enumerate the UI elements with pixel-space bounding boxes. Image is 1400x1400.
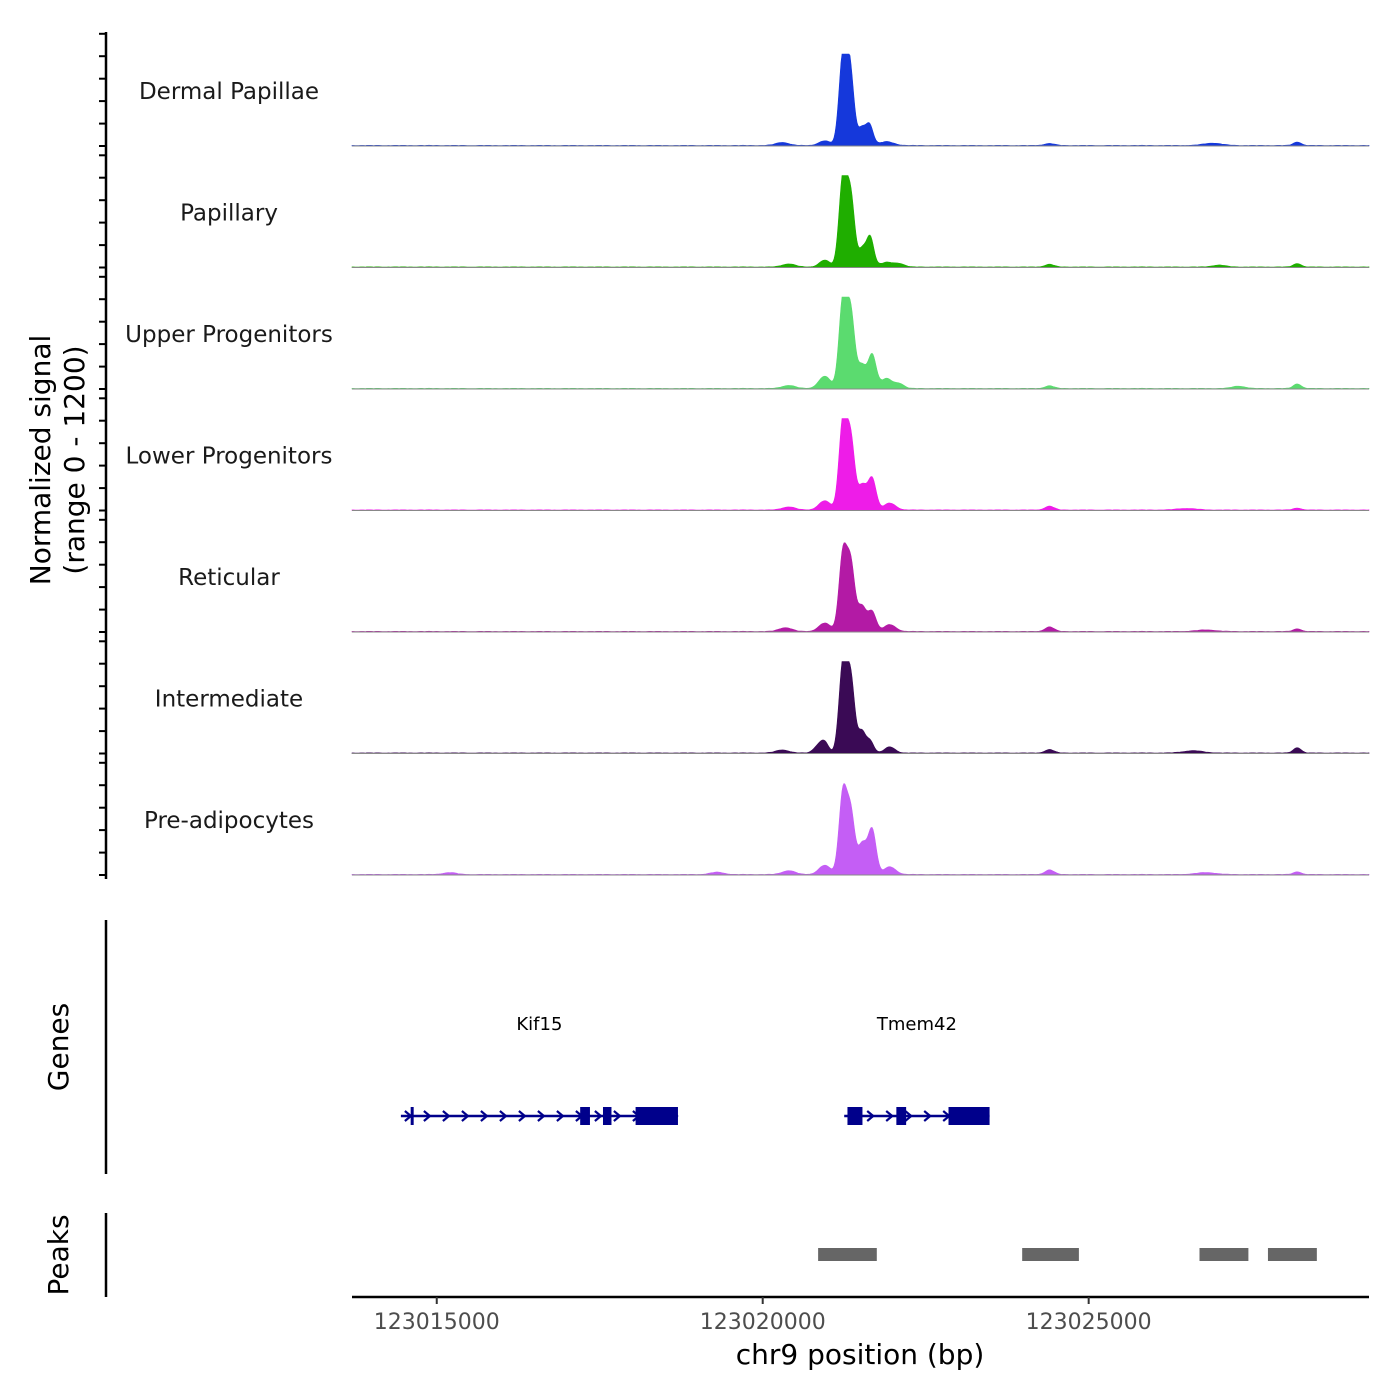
genes-panel-label: Genes [42,1003,75,1091]
track-3: Upper Progenitors [125,296,1370,390]
peak-interval [818,1248,877,1261]
track-label: Reticular [178,565,280,591]
gene-exon [635,1107,678,1125]
gene-exon [896,1107,907,1125]
peak-interval [1022,1248,1079,1261]
track-label: Papillary [180,201,278,227]
track-5: Reticular [178,542,1370,633]
y-axis-label-line1: Normalized signal [24,335,57,586]
strand-arrow [442,1110,451,1122]
x-axis-label: chr9 position (bp) [736,1338,985,1371]
signal-area [351,542,1370,633]
signal-area [351,175,1370,268]
strand-arrow [499,1110,508,1122]
strand-arrow [923,1110,932,1122]
track-2: Papillary [180,175,1370,268]
genes-panel: Kif15 Tmem42 [400,1014,990,1125]
x-axis-ticks: 123015000 123020000 123025000 [374,1297,1152,1335]
gene-exon [602,1107,612,1125]
signal-area [351,661,1370,754]
gene-exon [580,1107,590,1125]
strand-arrow [518,1110,527,1122]
gene-exon [847,1107,863,1125]
strand-arrow [866,1110,875,1122]
strand-arrow [556,1110,565,1122]
y-axis-label-line2: (range 0 - 1200) [58,345,91,574]
strand-arrow [461,1110,470,1122]
gene-exon [410,1107,414,1125]
gene-label: Kif15 [516,1014,562,1035]
strand-arrow [613,1110,622,1122]
strand-arrow [480,1110,489,1122]
signal-y-axis [99,32,108,879]
track-7: Pre-adipocytes [144,782,1370,876]
strand-arrow [423,1110,432,1122]
track-label: Dermal Papillae [139,79,319,105]
track-4: Lower Progenitors [126,418,1370,511]
signal-area [351,418,1370,511]
gene-kif15: Kif15 [400,1014,679,1125]
track-1: Dermal Papillae [139,53,1370,147]
signal-area [351,53,1370,147]
peak-interval [1267,1248,1317,1261]
gene-tmem42: Tmem42 [844,1014,990,1125]
strand-arrow [904,1110,913,1122]
track-label: Upper Progenitors [125,322,333,348]
signal-area [351,296,1370,390]
x-tick-label: 123020000 [700,1310,826,1335]
strand-arrow [537,1110,546,1122]
track-6: Intermediate [155,661,1370,754]
x-tick-label: 123025000 [1026,1310,1152,1335]
track-label: Intermediate [155,687,303,713]
track-label: Pre-adipocytes [144,808,314,834]
signal-tracks: Dermal Papillae Papillary Upper Progenitor… [125,53,1370,876]
track-label: Lower Progenitors [126,444,333,470]
strand-arrow [885,1110,894,1122]
strand-arrow [594,1110,603,1122]
peaks-panel [818,1248,1317,1261]
gene-exon [948,1107,990,1125]
gene-label: Tmem42 [876,1014,957,1035]
signal-area [351,782,1370,876]
peaks-panel-label: Peaks [42,1214,75,1295]
x-tick-label: 123015000 [374,1310,500,1335]
peak-interval [1199,1248,1249,1261]
